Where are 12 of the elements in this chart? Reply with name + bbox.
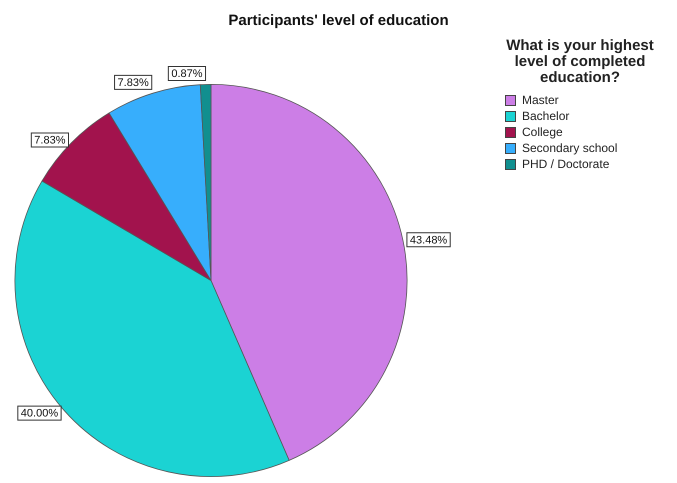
- data-label: 40.00%: [20, 408, 58, 420]
- legend-title: What is your highest level of completed education?: [505, 37, 655, 86]
- data-label: 7.83%: [118, 76, 149, 89]
- chart-title: Participants' level of education: [227, 12, 450, 29]
- data-label: 7.83%: [34, 134, 66, 147]
- legend-label: Master: [522, 93, 559, 107]
- data-label: 43.48%: [410, 234, 448, 246]
- legend-label: Secondary school: [522, 141, 618, 155]
- legend-label: PHD / Doctorate: [522, 157, 610, 171]
- data-label: 0.87%: [171, 68, 203, 80]
- legend-label: Bachelor: [522, 109, 570, 123]
- legend-label: College: [522, 125, 563, 139]
